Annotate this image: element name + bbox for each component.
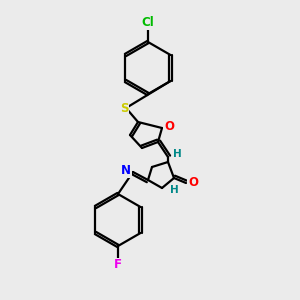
Text: N: N [121,164,131,178]
Text: O: O [164,121,174,134]
Text: H: H [169,185,178,195]
Text: Cl: Cl [142,16,154,29]
Text: O: O [188,176,198,190]
Text: H: H [172,149,182,159]
Text: F: F [114,259,122,272]
Text: S: S [120,103,128,116]
